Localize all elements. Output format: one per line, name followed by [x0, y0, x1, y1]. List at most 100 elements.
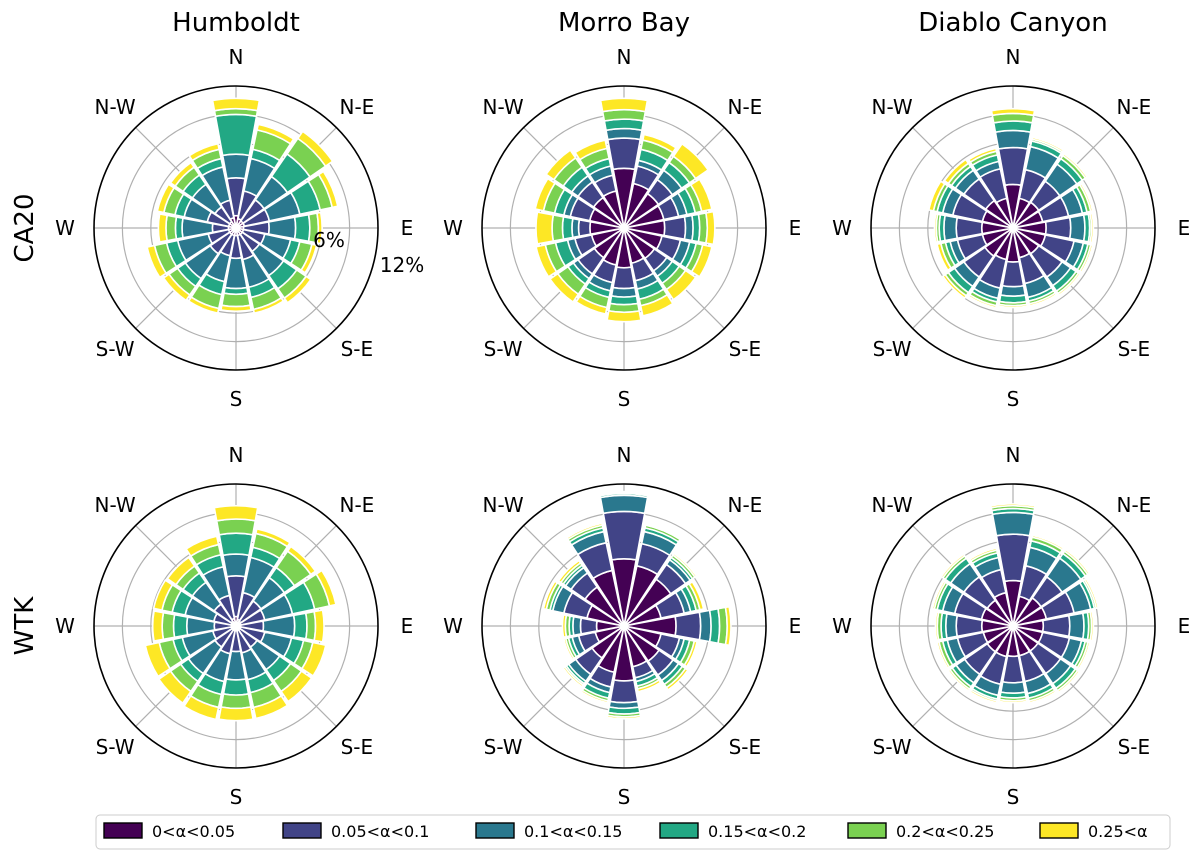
row-label-ca20: CA20 — [10, 193, 40, 262]
bar-270deg-0-25 — [151, 610, 165, 642]
direction-label-n-e: N-E — [1116, 493, 1151, 517]
bar-337.5deg-0-25 — [185, 535, 220, 558]
bar-90deg-0-15-0-2 — [292, 612, 308, 640]
bar-0deg-0-15-0-2 — [992, 120, 1034, 134]
direction-label-s-w: S-W — [484, 337, 523, 361]
bar-112.5deg-0-25 — [300, 243, 318, 274]
bar-180deg-0-05-0-1 — [609, 679, 639, 704]
direction-label-w: W — [55, 216, 75, 240]
bar-22.5deg-0-25 — [256, 123, 295, 145]
polar-frame — [93, 483, 379, 769]
direction-label-s: S — [230, 387, 243, 411]
bar-202.5deg-0-25 — [967, 293, 998, 309]
bar-315deg-0-25 — [166, 556, 196, 586]
direction-label-n: N — [229, 443, 244, 467]
bar-180deg-0-25 — [606, 309, 642, 323]
bar-112.5deg-0-25 — [690, 243, 713, 278]
bar-270deg-0-1-0-15 — [572, 615, 583, 637]
bar-90deg-0-1-0-15 — [1067, 612, 1085, 640]
bar-180deg-0-05-0-1 — [612, 266, 636, 290]
bar-0deg-0-25 — [598, 490, 650, 496]
sector-bars — [927, 107, 1095, 309]
bar-157.5deg-0-25 — [636, 678, 662, 693]
bar-90deg-0-25 — [724, 605, 732, 647]
direction-label-n: N — [617, 443, 632, 467]
bar-180deg-0-1-0-15 — [999, 284, 1027, 297]
bar-67.5deg-0-25 — [688, 580, 705, 611]
bar-292.5deg-0-25 — [927, 180, 946, 212]
bar-45deg-0-25 — [671, 552, 698, 579]
bar-0deg-0-1-0-15 — [599, 494, 649, 515]
bar-270deg-0-25 — [535, 211, 555, 245]
bar-0deg-0-1-0-15 — [994, 129, 1032, 150]
bar-90deg-0-05-0-1 — [663, 215, 687, 241]
legend-label: 0<α<0.05 — [152, 822, 235, 841]
direction-label-w: W — [443, 216, 463, 240]
bar-135deg-0-25 — [665, 269, 697, 301]
legend-item-2: 0.05<α<0.1 — [282, 822, 429, 841]
legend-swatch — [847, 822, 887, 839]
bar-225deg-0-25 — [941, 273, 968, 300]
windrose-panel-wtk-humboldt: N N-E E S-E S S-W W N-W — [55, 443, 413, 809]
radial-tick-label: 12% — [380, 253, 424, 277]
bar-270deg-0-25 — [157, 213, 169, 243]
direction-label-e: E — [1178, 216, 1191, 240]
bar-22.5deg-0-25 — [644, 523, 682, 541]
sector-bars — [144, 505, 337, 722]
bar-0deg-0-1-0-15 — [605, 127, 643, 141]
bar-22.5deg-0-25 — [1031, 534, 1065, 551]
bar-337.5deg-0-25 — [188, 142, 221, 162]
bar-270deg-0-15-0-2 — [561, 215, 574, 241]
bar-0deg-0-25 — [213, 505, 259, 522]
bar-90deg-0-25 — [313, 609, 325, 643]
bar-180deg-0-2-0-25 — [220, 292, 252, 308]
polar-frame — [870, 85, 1156, 371]
radial-tick-label: 6% — [313, 228, 345, 252]
legend-swatch — [282, 822, 322, 839]
bar-0deg-0-25 — [211, 97, 261, 112]
direction-label-n: N — [1006, 443, 1021, 467]
legend-item-6: 0.25<α — [1039, 822, 1148, 841]
direction-label-w: W — [832, 216, 852, 240]
direction-label-n-e: N-E — [727, 493, 762, 517]
direction-label-n-w: N-W — [95, 95, 136, 119]
direction-label-e: E — [789, 216, 802, 240]
bar-247.5deg-0-25 — [146, 244, 168, 279]
bar-90deg-0-25 — [705, 210, 716, 246]
bar-202.5deg-0-25 — [575, 295, 608, 316]
bar-67.5deg-0-25 — [315, 569, 337, 607]
bar-90deg-0-2-0-25 — [304, 610, 317, 642]
bar-112.5deg-0-25 — [1078, 243, 1094, 274]
bar-45deg-0-25 — [1061, 152, 1089, 180]
legend-label: 0.1<α<0.15 — [524, 822, 622, 841]
bar-247.5deg-0-25 — [535, 243, 558, 278]
polar-frame — [870, 483, 1156, 769]
bar-0deg-0-05-0-1 — [606, 137, 642, 171]
bar-180deg-0-25 — [998, 698, 1028, 704]
bar-292.5deg-0-25 — [156, 183, 176, 214]
bar-270deg-0-05-0-1 — [577, 218, 592, 238]
bar-202.5deg-0-25 — [182, 694, 220, 721]
direction-label-s-e: S-E — [1118, 735, 1151, 759]
legend-swatch — [103, 822, 143, 839]
legend-item-1: 0<α<0.05 — [103, 822, 235, 841]
bar-337.5deg-0-25 — [565, 522, 604, 541]
bar-135deg-0-25 — [665, 667, 690, 692]
windrose-panel-ca20-diablo-canyon: N N-E E S-E S S-W W N-W — [832, 45, 1190, 411]
bar-315deg-0-25 — [940, 553, 966, 579]
bar-315deg-0-25 — [943, 158, 970, 185]
direction-label-s-w: S-W — [873, 735, 912, 759]
sector-bars — [542, 490, 732, 720]
direction-label-s: S — [618, 785, 631, 809]
direction-label-w: W — [443, 614, 463, 638]
direction-label-n-w: N-W — [872, 95, 913, 119]
polar-frame — [481, 85, 767, 371]
bar-270deg-0-1-0-15 — [944, 612, 959, 640]
legend-label: 0.25<α — [1088, 822, 1148, 841]
legend-item-4: 0.15<α<0.2 — [659, 822, 806, 841]
sector-bars — [931, 503, 1100, 704]
direction-label-s-e: S-E — [729, 337, 762, 361]
direction-label-s: S — [618, 387, 631, 411]
direction-label-e: E — [789, 614, 802, 638]
direction-label-n-w: N-W — [872, 493, 913, 517]
